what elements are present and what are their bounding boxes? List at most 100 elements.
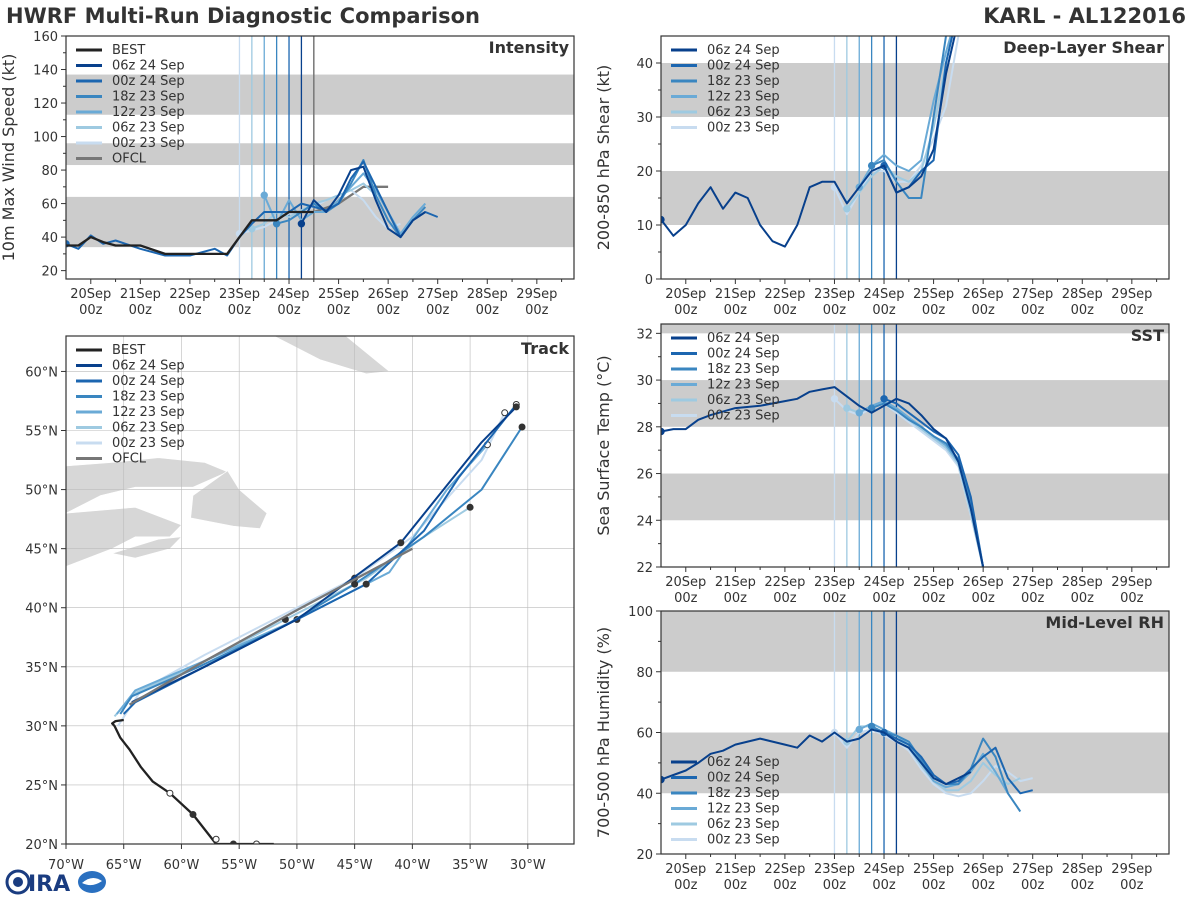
sst-x-tick-label: 24Sep: [864, 575, 905, 590]
intensity-y-tick-label: 100: [33, 131, 58, 146]
intensity-y-tick-label: 60: [41, 198, 58, 213]
intensity-init-marker: [297, 219, 306, 228]
intensity-x-tick-label: 26Sep: [368, 287, 409, 302]
track-best-marker: [229, 840, 237, 844]
sst-shading-band: [661, 473, 1169, 521]
rh-shading-band: [661, 611, 1169, 672]
sst-legend-label: 12z 23 Sep: [707, 378, 780, 393]
rh-x-tick-label: 28Sep: [1062, 862, 1103, 877]
shear-y-tick-label: 40: [636, 57, 653, 72]
track-y-tick-label: 30°N: [25, 720, 58, 735]
track-y-tick-label: 40°N: [25, 602, 58, 617]
land-mass: [190, 470, 268, 529]
sst-x-tick-sublabel: 00z: [1021, 591, 1045, 606]
rh-x-tick-sublabel: 00z: [1021, 878, 1045, 893]
sst-y-tick-label: 28: [636, 421, 653, 436]
intensity-x-tick-label: 20Sep: [70, 287, 111, 302]
shear-plot-area: [661, 36, 1169, 279]
intensity-legend-label: 00z 24 Sep: [112, 74, 185, 89]
track-x-tick-label: 50°W: [279, 858, 315, 873]
sst-series-line: [883, 397, 985, 567]
rh-legend-label: 00z 24 Sep: [707, 771, 780, 786]
rh-y-tick-label: 100: [628, 605, 653, 620]
intensity-plot-area: [66, 36, 574, 279]
shear-legend-label: 06z 23 Sep: [707, 105, 780, 120]
intensity-shading-band: [66, 74, 574, 115]
rh-legend-label: 06z 24 Sep: [707, 755, 780, 770]
sst-panel-title: SST: [1131, 326, 1164, 345]
shear-y-tick-label: 30: [636, 111, 653, 126]
track-position-marker: [466, 503, 474, 511]
track-best-marker: [189, 810, 197, 818]
sst-x-tick-label: 25Sep: [913, 575, 954, 590]
intensity-y-tick-label: 40: [41, 231, 58, 246]
sst-x-tick-sublabel: 00z: [773, 591, 797, 606]
rh-y-tick-label: 20: [636, 848, 653, 863]
intensity-x-tick-sublabel: 00z: [426, 303, 450, 318]
track-x-tick-label: 35°W: [452, 858, 488, 873]
intensity-series-line: [300, 165, 426, 239]
track-legend-label: BEST: [112, 343, 145, 358]
shear-x-tick-label: 24Sep: [864, 287, 905, 302]
intensity-x-tick-sublabel: 00z: [129, 303, 153, 318]
shear-series-line: [661, 36, 956, 248]
rh-x-tick-sublabel: 00z: [872, 878, 896, 893]
rh-x-tick-label: 27Sep: [1012, 862, 1053, 877]
intensity-y-tick-label: 80: [41, 164, 58, 179]
shear-x-tick-label: 26Sep: [963, 287, 1004, 302]
track-x-tick-label: 40°W: [394, 858, 430, 873]
track-legend-label: 06z 24 Sep: [112, 359, 185, 374]
sst-x-tick-sublabel: 00z: [674, 591, 698, 606]
rh-x-tick-sublabel: 00z: [971, 878, 995, 893]
intensity-x-tick-label: 25Sep: [318, 287, 359, 302]
sst-init-marker: [867, 404, 876, 412]
shear-shading-band: [661, 63, 1169, 117]
track-best-marker: [166, 789, 174, 797]
sst-x-tick-label: 21Sep: [715, 575, 756, 590]
track-position-marker: [501, 409, 509, 417]
sst-legend-label: 00z 23 Sep: [707, 409, 780, 424]
sst-x-tick-sublabel: 00z: [922, 591, 946, 606]
shear-x-tick-label: 21Sep: [715, 287, 756, 302]
shear-init-marker: [843, 205, 851, 213]
rh-series-line: [661, 728, 972, 786]
intensity-legend-label: BEST: [112, 43, 145, 58]
rh-legend-label: 00z 23 Sep: [707, 833, 780, 848]
track-legend-label: 00z 24 Sep: [112, 374, 185, 389]
land-mass: [273, 336, 391, 375]
track-position-marker: [351, 580, 359, 588]
intensity-series-line: [66, 160, 439, 257]
track-y-tick-label: 35°N: [25, 661, 58, 676]
sst-y-tick-label: 24: [636, 514, 653, 529]
shear-x-tick-sublabel: 00z: [971, 303, 995, 318]
shear-x-tick-sublabel: 00z: [1021, 303, 1045, 318]
intensity-x-tick-sublabel: 00z: [476, 303, 500, 318]
rh-x-tick-label: 23Sep: [814, 862, 855, 877]
sst-x-tick-label: 22Sep: [764, 575, 805, 590]
rh-x-tick-label: 29Sep: [1111, 862, 1152, 877]
shear-init-marker: [867, 161, 876, 170]
track-series-line: [131, 406, 518, 704]
track-x-tick-label: 45°W: [337, 858, 373, 873]
intensity-init-marker: [272, 219, 281, 228]
track-position-marker: [518, 423, 526, 431]
intensity-x-tick-sublabel: 00z: [525, 303, 549, 318]
sst-panel: 22242628303220Sep00z21Sep00z22Sep00z23Se…: [594, 323, 1170, 606]
intensity-y-tick-label: 160: [33, 30, 58, 45]
shear-panel-title: Deep-Layer Shear: [1003, 38, 1164, 57]
shear-x-tick-label: 27Sep: [1012, 287, 1053, 302]
intensity-legend-label: 12z 23 Sep: [112, 105, 185, 120]
track-frame: [65, 335, 575, 845]
track-legend-label: 00z 23 Sep: [112, 436, 185, 451]
rh-series-line: [883, 731, 1033, 795]
track-x-tick-label: 65°W: [106, 858, 142, 873]
track-y-tick-label: 20°N: [25, 838, 58, 853]
track-series-line: [119, 426, 523, 715]
sst-y-tick-label: 30: [636, 374, 653, 389]
rh-x-tick-sublabel: 00z: [922, 878, 946, 893]
intensity-shading-band: [66, 143, 574, 166]
sst-init-marker: [843, 404, 851, 412]
shear-x-tick-sublabel: 00z: [1071, 303, 1095, 318]
shear-legend-label: 18z 23 Sep: [707, 74, 780, 89]
